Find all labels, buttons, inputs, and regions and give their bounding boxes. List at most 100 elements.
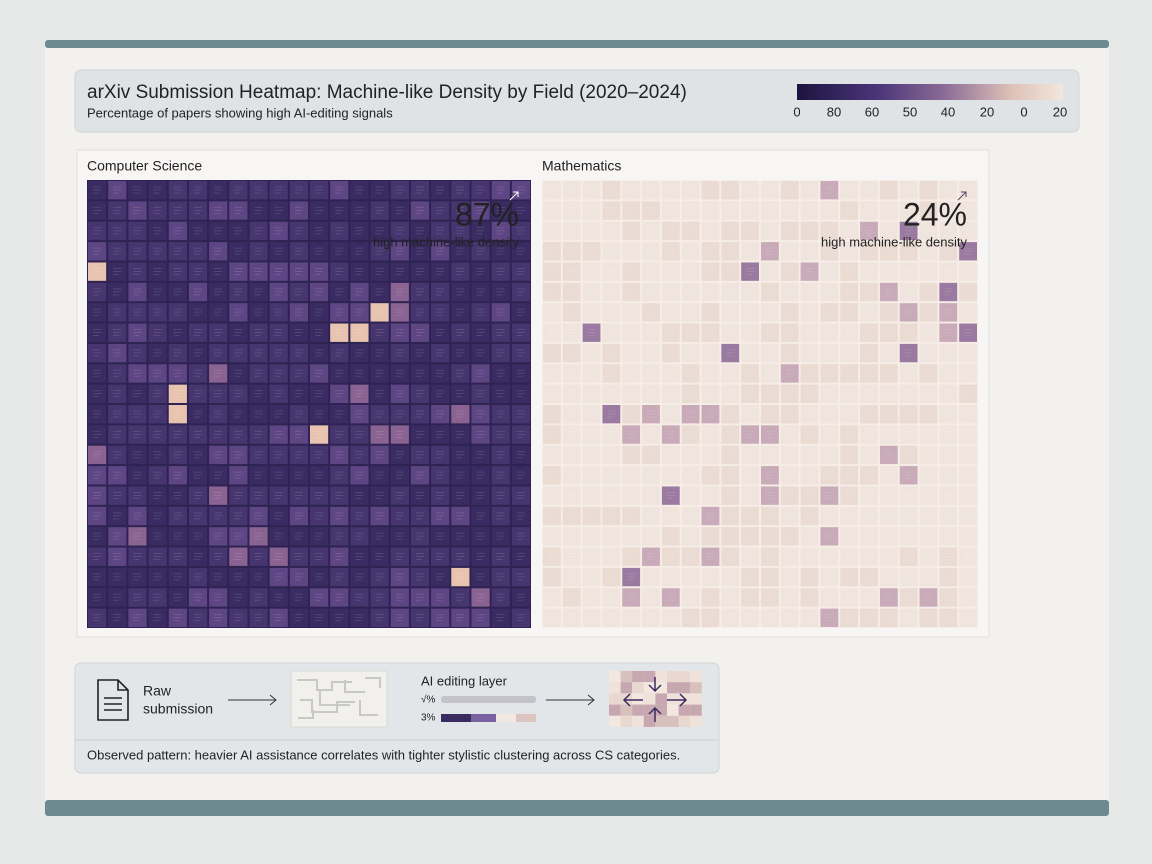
heat-cell (959, 405, 977, 424)
doc-lines (865, 491, 874, 499)
heat-cell (88, 303, 107, 322)
doc-lines (647, 491, 656, 499)
heat-cell (582, 405, 601, 424)
doc-lines (785, 329, 794, 337)
heat-cell (491, 282, 510, 302)
doc-lines (234, 553, 243, 561)
doc-lines (93, 532, 101, 540)
doc-lines (627, 349, 636, 357)
heat-cell (562, 303, 581, 322)
heat-cell (269, 608, 288, 627)
doc-lines (173, 186, 182, 194)
heat-cell (840, 588, 859, 607)
heat-cell (860, 588, 878, 607)
heat-cell (721, 588, 740, 607)
heat-cell (229, 527, 248, 546)
doc-lines (548, 349, 556, 357)
doc-lines (214, 349, 223, 357)
doc-lines (395, 308, 404, 316)
doc-lines (666, 390, 675, 398)
doc-lines (415, 390, 424, 398)
heat-cell (330, 282, 349, 302)
doc-lines (587, 553, 596, 561)
heat-cell (269, 588, 288, 607)
doc-lines (567, 390, 576, 398)
heat-cell (721, 547, 740, 566)
doc-lines (845, 206, 854, 214)
heat-cell (128, 303, 147, 322)
doc-lines (375, 491, 384, 499)
doc-lines (214, 593, 223, 601)
doc-lines (766, 430, 774, 438)
heat-cell (451, 181, 470, 200)
heat-cell (350, 527, 369, 546)
doc-lines (647, 593, 656, 601)
heat-cell (431, 221, 450, 241)
heat-cell (310, 384, 329, 403)
heat-cell (721, 425, 740, 444)
heat-cell (582, 323, 601, 342)
heat-cell (939, 445, 958, 465)
doc-lines (193, 410, 202, 418)
doc-lines (274, 329, 283, 337)
doc-lines (726, 430, 735, 438)
doc-lines (516, 369, 525, 377)
doc-lines (686, 593, 695, 601)
doc-lines (193, 247, 202, 255)
heat-cell (229, 282, 248, 302)
doc-lines (627, 247, 636, 255)
heat-cell (249, 221, 268, 241)
heat-cell (582, 527, 601, 546)
heat-cell (148, 486, 167, 505)
heat-cell (939, 181, 958, 200)
doc-lines (153, 247, 162, 255)
doc-lines (964, 288, 973, 296)
doc-lines (766, 267, 774, 275)
heat-cell (511, 364, 530, 383)
heat-cell (128, 282, 147, 302)
doc-lines (548, 227, 556, 235)
heat-cell (249, 364, 268, 383)
heat-cell (582, 466, 601, 485)
heat-cell (642, 384, 660, 403)
heat-cell (350, 242, 369, 261)
heat-cell (108, 323, 127, 342)
heat-cell (289, 425, 308, 444)
heat-cell (879, 221, 898, 241)
heat-cell (642, 181, 660, 200)
heat-cell (959, 384, 977, 403)
doc-lines (567, 247, 576, 255)
heat-cell (370, 364, 389, 383)
pixel (655, 693, 667, 705)
doc-lines (193, 186, 202, 194)
heat-cell (511, 201, 530, 220)
heat-cell (229, 506, 248, 526)
doc-lines (113, 451, 122, 459)
heat-cell (128, 201, 147, 220)
doc-lines (315, 430, 323, 438)
heat-cell (108, 527, 127, 546)
heat-cell (562, 242, 581, 261)
heat-cell (681, 262, 700, 281)
doc-lines (193, 573, 202, 581)
heat-cell (209, 282, 228, 302)
layer-label: AI editing layer (421, 673, 508, 688)
heat-cell (562, 588, 581, 607)
heat-cell (562, 527, 581, 546)
doc-lines (865, 614, 874, 622)
heat-cell (642, 303, 660, 322)
heat-cell (602, 364, 621, 383)
heat-cell (330, 527, 349, 546)
doc-lines (415, 532, 424, 540)
doc-lines (516, 491, 525, 499)
doc-lines (516, 410, 525, 418)
heat-cell (491, 364, 510, 383)
doc-lines (294, 573, 303, 581)
doc-lines (294, 206, 303, 214)
heat-cell (370, 486, 389, 505)
doc-lines (274, 471, 283, 479)
pixel (632, 682, 644, 694)
doc-lines (924, 186, 933, 194)
heat-cell (761, 506, 779, 526)
heat-cell (249, 405, 268, 424)
